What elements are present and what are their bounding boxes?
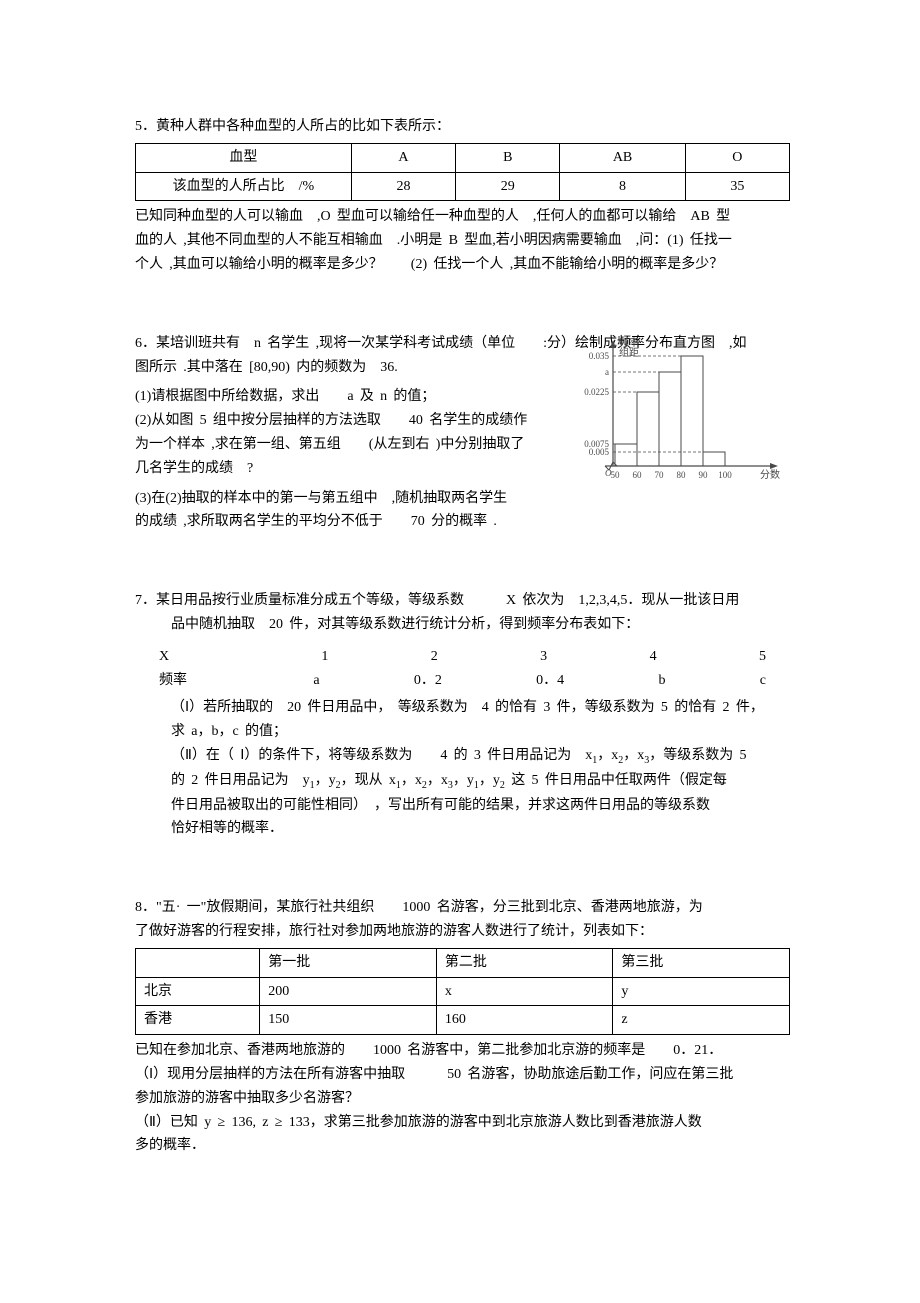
q8-p5: 多的概率． (135, 1134, 790, 1158)
q7-p3: （Ⅱ）在（ Ⅰ）的条件下，将等级系数为 4 的 3 件日用品记为 x1，x2，x… (135, 744, 790, 769)
q5-h0: 血型 (136, 143, 352, 172)
q7-l2: 品中随机抽取 20 件，对其等级系数进行统计分析，得到频率分布表如下： (135, 613, 790, 637)
q8-r1c0: 北京 (136, 977, 260, 1006)
q5-table: 血型 A B AB O 该血型的人所占比 /% 28 29 8 35 (135, 143, 790, 202)
q8-table: 第一批 第二批 第三批 北京 200 x y 香港 150 160 z (135, 948, 790, 1035)
q8-l1: 8．"五· 一"放假期间，某旅行社共组织 1000 名游客，分三批到北京、香港两… (135, 896, 790, 920)
q7-r2c2: 0．2 (414, 669, 442, 693)
svg-text:分数: 分数 (760, 468, 780, 481)
svg-text:0.005: 0.005 (589, 447, 610, 457)
q7-r2c3: 0．4 (536, 669, 564, 693)
q6-s2a: (2)从如图 5 组中按分层抽样的方法选取 40 名学生的成绩作 (135, 409, 565, 433)
q7-row2: 频率 a 0．2 0．4 b c (135, 669, 790, 693)
q6-l2: 图所示 .其中落在 [80,90) 内的频数为 36. (135, 356, 565, 380)
question-7: 7．某日用品按行业质量标准分成五个等级，等级系数 X 依次为 1,2,3,4,5… (135, 589, 790, 841)
q7-p4b: ，现从 x (341, 773, 396, 788)
svg-text:0.035: 0.035 (589, 351, 610, 361)
q8-r2c1: 150 (260, 1006, 437, 1035)
q5-v1: 29 (456, 172, 560, 201)
q8-p4: （Ⅱ）已知 y ≥ 136, z ≥ 133，求第三批参加旅游的游客中到北京旅游… (135, 1111, 790, 1135)
q7-p3b: ，等级系数为 5 (649, 748, 746, 763)
svg-text:60: 60 (633, 470, 643, 480)
q8-p2: （Ⅰ）现用分层抽样的方法在所有游客中抽取 50 名游客，协助旅途后勤工作，问应在… (135, 1063, 790, 1087)
q5-v2: 8 (560, 172, 685, 201)
q5-v3: 35 (685, 172, 789, 201)
q8-r1c1: 200 (260, 977, 437, 1006)
q7-p2: 求 a，b，c 的值； (135, 720, 790, 744)
q7-r2c4: b (658, 669, 665, 693)
q6-s2c: 几名学生的成绩 ? (135, 457, 565, 481)
svg-text:90: 90 (699, 470, 709, 480)
q7-r2c5: c (760, 669, 766, 693)
q7-p6: 恰好相等的概率． (135, 817, 790, 841)
question-5: 5．黄种人群中各种血型的人所占的比如下表所示： 血型 A B AB O 该血型的… (135, 115, 790, 277)
q7-p3a: （Ⅱ）在（ Ⅰ）的条件下，将等级系数为 4 的 3 件日用品记为 x (171, 748, 592, 763)
q6-s2b: 为一个样本 ,求在第一组、第五组 (从左到右 )中分别抽取了 (135, 433, 565, 457)
q8-r2c0: 香港 (136, 1006, 260, 1035)
q6-s3a: (3)在(2)抽取的样本中的第一与第五组中 ,随机抽取两名学生 (135, 487, 565, 511)
q7-row1: X 1 2 3 4 5 (135, 645, 790, 669)
svg-text:100: 100 (718, 470, 732, 480)
svg-text:70: 70 (655, 470, 665, 480)
q5-lead: 5．黄种人群中各种血型的人所占的比如下表所示： (135, 115, 790, 139)
q7-p5: 件日用品被取出的可能性相同） ，写出所有可能的结果，并求这两件日用品的等级系数 (135, 794, 790, 818)
q5-h2: B (456, 143, 560, 172)
q8-h3: 第三批 (613, 948, 790, 977)
q7-r1c5: 5 (759, 645, 766, 669)
q7-r1c4: 4 (650, 645, 657, 669)
q5-h3: AB (560, 143, 685, 172)
q6-histogram: 频率组距0.035a0.02250.00750.005O506070809010… (575, 336, 785, 511)
svg-text:50: 50 (611, 470, 621, 480)
question-6: 6．某培训班共有 n 名学生 ,现将一次某学科考试成绩（单位 :分）绘制成频率分… (135, 332, 790, 534)
q8-h0 (136, 948, 260, 977)
svg-text:0.0225: 0.0225 (584, 387, 609, 397)
q8-r2c2: 160 (436, 1006, 613, 1035)
q7-r1c2: 2 (431, 645, 438, 669)
svg-text:组距: 组距 (619, 346, 639, 359)
q5-p3: 个人 ,其血可以输给小明的概率是多少？ (2) 任找一个人 ,其血不能输给小明的… (135, 253, 790, 277)
q7-r1c3: 3 (540, 645, 547, 669)
q7-p1: （Ⅰ）若所抽取的 20 件日用品中， 等级系数为 4 的恰有 3 件，等级系数为… (135, 696, 790, 720)
q8-p3: 参加旅游的游客中抽取多少名游客？ (135, 1087, 790, 1111)
svg-text:80: 80 (677, 470, 687, 480)
q6-s3b: 的成绩 ,求所取两名学生的平均分不低于 70 分的概率 . (135, 510, 565, 534)
question-8: 8．"五· 一"放假期间，某旅行社共组织 1000 名游客，分三批到北京、香港两… (135, 896, 790, 1158)
q5-p2: 血的人 ,其他不同血型的人不能互相输血 .小明是 B 型血,若小明因病需要输血 … (135, 229, 790, 253)
q8-p1: 已知在参加北京、香港两地旅游的 1000 名游客中，第二批参加北京游的频率是 0… (135, 1039, 790, 1063)
q8-h1: 第一批 (260, 948, 437, 977)
q7-r1c0: X (159, 645, 219, 669)
q7-r2c0: 频率 (159, 669, 219, 693)
svg-text:a: a (605, 367, 609, 377)
q7-p4c: 这 5 件日用品中任取两件（假定每 (505, 773, 727, 788)
q8-h2: 第二批 (436, 948, 613, 977)
q5-p1: 已知同种血型的人可以输血 ,O 型血可以输给任一种血型的人 ,任何人的血都可以输… (135, 205, 790, 229)
q8-r1c2: x (436, 977, 613, 1006)
q8-r2c3: z (613, 1006, 790, 1035)
q5-h1: A (351, 143, 455, 172)
q5-v0: 28 (351, 172, 455, 201)
q6-s1: (1)请根据图中所给数据，求出 a 及 n 的值； (135, 385, 565, 409)
q5-h4: O (685, 143, 789, 172)
q7-r2c1: a (313, 669, 319, 693)
q7-l1: 7．某日用品按行业质量标准分成五个等级，等级系数 X 依次为 1,2,3,4,5… (135, 589, 790, 613)
q7-r1c1: 1 (321, 645, 328, 669)
q8-r1c3: y (613, 977, 790, 1006)
q7-p4a: 的 2 件日用品记为 y (171, 773, 310, 788)
q8-l2: 了做好游客的行程安排，旅行社对参加两地旅游的游客人数进行了统计，列表如下： (135, 920, 790, 944)
q7-p4: 的 2 件日用品记为 y1，y2，现从 x1，x2，x3，y1，y2 这 5 件… (135, 769, 790, 794)
q5-rl: 该血型的人所占比 /% (136, 172, 352, 201)
